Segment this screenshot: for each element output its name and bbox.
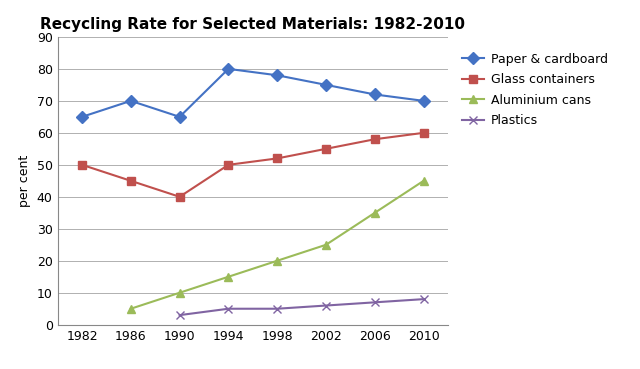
Paper & cardboard bbox=[322, 83, 330, 87]
Aluminium cans bbox=[225, 275, 232, 279]
Paper & cardboard bbox=[127, 99, 134, 103]
Paper & cardboard bbox=[78, 115, 86, 119]
Glass containers bbox=[322, 146, 330, 151]
Paper & cardboard bbox=[176, 115, 184, 119]
Aluminium cans bbox=[322, 242, 330, 247]
Glass containers bbox=[176, 194, 184, 199]
Glass containers bbox=[127, 179, 134, 183]
Paper & cardboard bbox=[273, 73, 281, 77]
Glass containers bbox=[78, 163, 86, 167]
Aluminium cans bbox=[127, 307, 134, 311]
Glass containers bbox=[225, 163, 232, 167]
Glass containers bbox=[420, 131, 428, 135]
Line: Aluminium cans: Aluminium cans bbox=[127, 177, 428, 313]
Line: Paper & cardboard: Paper & cardboard bbox=[78, 65, 428, 121]
Aluminium cans bbox=[371, 211, 379, 215]
Title: Recycling Rate for Selected Materials: 1982-2010: Recycling Rate for Selected Materials: 1… bbox=[40, 17, 465, 32]
Plastics bbox=[371, 300, 379, 304]
Paper & cardboard bbox=[371, 92, 379, 97]
Plastics bbox=[273, 307, 281, 311]
Aluminium cans bbox=[420, 179, 428, 183]
Plastics bbox=[225, 307, 232, 311]
Paper & cardboard bbox=[225, 67, 232, 71]
Line: Plastics: Plastics bbox=[175, 295, 428, 319]
Paper & cardboard bbox=[420, 99, 428, 103]
Line: Glass containers: Glass containers bbox=[78, 129, 428, 201]
Aluminium cans bbox=[176, 290, 184, 295]
Aluminium cans bbox=[273, 259, 281, 263]
Glass containers bbox=[371, 137, 379, 141]
Plastics bbox=[322, 303, 330, 308]
Glass containers bbox=[273, 156, 281, 161]
Plastics bbox=[420, 297, 428, 301]
Plastics bbox=[176, 313, 184, 317]
Y-axis label: per cent: per cent bbox=[18, 155, 31, 207]
Legend: Paper & cardboard, Glass containers, Aluminium cans, Plastics: Paper & cardboard, Glass containers, Alu… bbox=[458, 49, 611, 131]
